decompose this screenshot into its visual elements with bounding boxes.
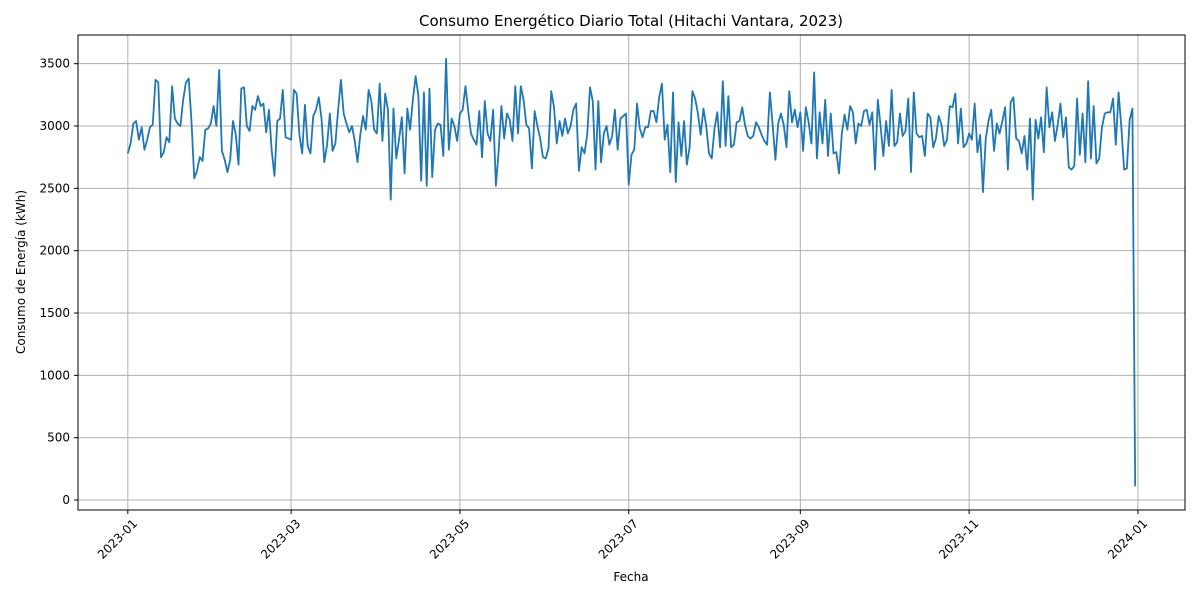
x-axis-label: Fecha — [613, 570, 648, 584]
y-axis-label: Consumo de Energía (kWh) — [14, 190, 28, 354]
x-tick-label: 2023-11 — [936, 516, 981, 561]
x-tick-label: 2023-07 — [596, 516, 641, 561]
grid — [78, 35, 1185, 510]
y-tick-label: 3000 — [39, 119, 70, 133]
x-tick-label: 2023-09 — [767, 516, 812, 561]
y-tick-label: 0 — [62, 493, 70, 507]
y-axis: 0 500 1000 1500 2000 2500 3000 3500 — [39, 57, 78, 507]
y-tick-label: 2000 — [39, 244, 70, 258]
x-tick-label: 2024-01 — [1105, 516, 1150, 561]
series-layer — [126, 57, 1137, 487]
x-tick-label: 2023-01 — [95, 516, 140, 561]
y-tick-label: 3500 — [39, 57, 70, 71]
y-tick-label: 1000 — [39, 368, 70, 382]
x-axis: 2023-01 2023-03 2023-05 2023-07 2023-09 2023-… — [95, 510, 1150, 562]
y-tick-label: 1500 — [39, 306, 70, 320]
y-tick-label: 500 — [47, 431, 70, 445]
y-tick-label: 2500 — [39, 181, 70, 195]
plot-frame — [77, 34, 1186, 511]
x-tick-label: 2023-03 — [258, 516, 303, 561]
chart-title: Consumo Energético Diario Total (Hitachi… — [419, 12, 843, 30]
x-tick-label: 2023-05 — [427, 516, 472, 561]
series-line — [126, 57, 1137, 487]
